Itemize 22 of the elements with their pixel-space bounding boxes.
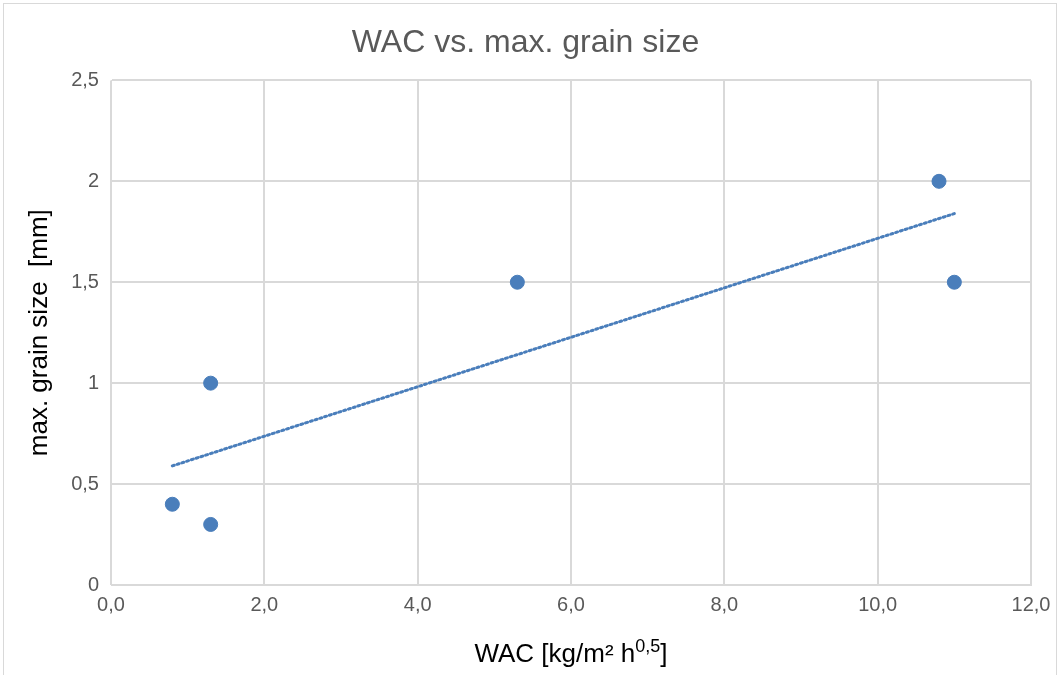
point [164, 496, 180, 512]
y-tick-label: 0,5 [71, 471, 99, 494]
chart-title: WAC vs. max. grain size [351, 23, 700, 60]
y-tick-label: 1 [87, 370, 99, 393]
point [931, 173, 947, 189]
y-axis-title: max. grain size [mm] [22, 209, 53, 457]
x-tick-label: 10,0 [858, 592, 898, 615]
x-axis-title: WAC [kg/m² h$^{0,5}$] [474, 636, 668, 669]
x-tick-label: 4,0 [403, 592, 432, 615]
x-tick-label: 0,0 [97, 592, 125, 615]
point [203, 375, 219, 391]
y-tick-label: 1,5 [71, 269, 99, 292]
y-tick-label: 0 [87, 572, 99, 595]
x-tick-label: 6,0 [557, 592, 585, 615]
x-tick-label: 8,0 [710, 592, 739, 615]
x-tick-label: 12,0 [1011, 592, 1051, 615]
y-tick-label: 2,5 [71, 67, 99, 90]
point [203, 516, 219, 532]
point [509, 274, 525, 290]
point [946, 274, 962, 290]
y-tick-label: 2 [87, 168, 99, 191]
x-tick-label: 2,0 [250, 592, 279, 615]
